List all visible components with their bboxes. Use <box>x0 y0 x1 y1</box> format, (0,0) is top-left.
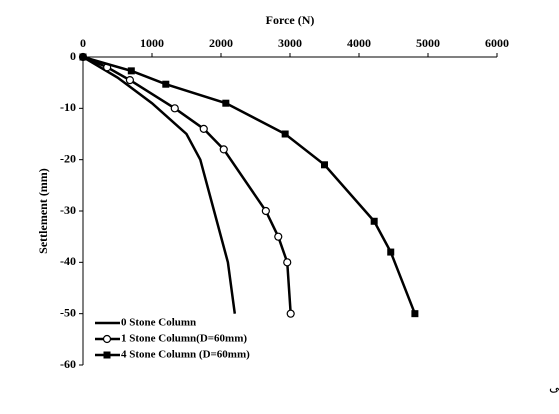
marker <box>281 130 289 138</box>
marker <box>103 351 111 359</box>
marker <box>162 80 170 88</box>
y-tick-label: -40 <box>60 254 76 268</box>
marker <box>79 53 87 61</box>
x-tick-label: 2000 <box>209 36 233 50</box>
marker <box>321 161 328 169</box>
marker <box>102 334 112 344</box>
x-tick-label: 0 <box>80 36 86 50</box>
marker <box>222 99 230 107</box>
marker <box>261 206 270 216</box>
marker <box>170 104 179 113</box>
x-tick-label: 5000 <box>416 36 440 50</box>
y-tick-label: -20 <box>60 151 76 165</box>
marker <box>283 258 292 267</box>
series-line <box>82 55 292 314</box>
y-tick-label: -60 <box>60 357 76 371</box>
x-tick-label: 3000 <box>278 36 302 50</box>
marker <box>219 145 228 154</box>
legend-label: 4 Stone Column (D=60mm) <box>121 349 250 361</box>
marker <box>411 310 419 318</box>
y-tick-label: -10 <box>60 100 76 114</box>
x-tick-label: 4000 <box>347 36 371 50</box>
legend-label: 0 Stone Column <box>121 317 196 329</box>
marker <box>370 217 378 225</box>
x-axis-title: Force (N) <box>266 13 315 27</box>
marker <box>199 124 208 133</box>
marker <box>286 309 295 318</box>
y-tick-label: 0 <box>70 49 76 63</box>
series-line <box>82 55 237 314</box>
marker <box>127 67 135 75</box>
caption: شکل(۶): مقایسه رفتار بار-نشست خاک ماسه ا… <box>549 379 559 395</box>
x-tick-label: 1000 <box>140 36 164 50</box>
marker <box>274 232 283 241</box>
y-tick-label: -30 <box>60 203 76 217</box>
x-tick-label: 6000 <box>485 36 509 50</box>
marker <box>125 75 135 85</box>
legend-label: 1 Stone Column(D=60mm) <box>121 333 247 345</box>
y-tick-label: -50 <box>60 305 76 319</box>
marker <box>387 248 395 256</box>
y-axis-title: Settlement (mm) <box>36 168 50 254</box>
